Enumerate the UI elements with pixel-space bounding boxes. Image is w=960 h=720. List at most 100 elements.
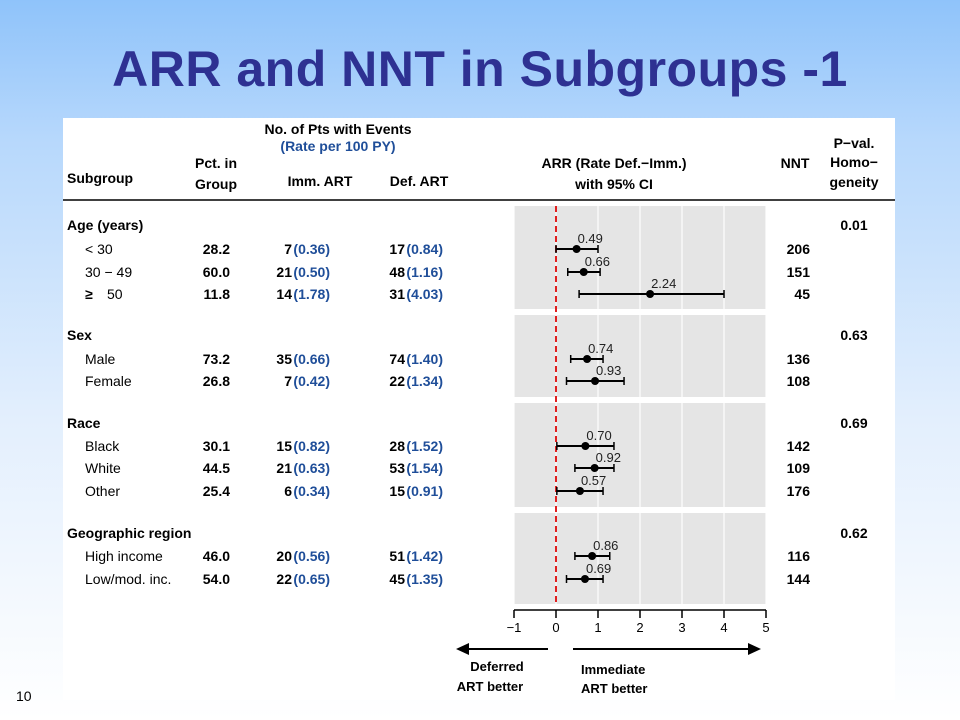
estimate-point [575, 487, 584, 495]
def-count: 48 [389, 264, 405, 280]
row-label: Low/mod. inc. [85, 571, 171, 587]
nnt-value: 151 [787, 264, 811, 280]
nnt-header: NNT [781, 155, 810, 171]
imm-count: 7 [284, 373, 292, 389]
pval-value: 0.62 [840, 525, 867, 541]
pval-header-geneity: geneity [829, 174, 878, 190]
arr-ci-header: with 95% CI [574, 176, 653, 192]
imm-count: 21 [276, 264, 292, 280]
x-tick-label: 1 [594, 620, 601, 635]
imm-art-header: Imm. ART [288, 173, 353, 189]
imm-count: 20 [276, 548, 292, 564]
imm-count: 15 [276, 438, 292, 454]
nnt-value: 206 [787, 241, 811, 257]
def-count: 31 [389, 286, 405, 302]
nnt-value: 142 [787, 438, 811, 454]
group-label: Sex [67, 327, 92, 343]
estimate-label: 0.66 [585, 254, 610, 269]
group-label: Race [67, 415, 101, 431]
x-tick-label: −1 [507, 620, 522, 635]
estimate-point [572, 245, 581, 253]
nnt-value: 136 [787, 351, 811, 367]
def-count: 28 [389, 438, 405, 454]
imm-rate: (0.42) [293, 373, 330, 389]
row-label: White [85, 460, 121, 476]
estimate-label: 0.86 [593, 538, 618, 553]
row-label: Black [85, 438, 120, 454]
estimate-label: 0.93 [596, 363, 621, 378]
pval-header: P−val. [834, 135, 875, 151]
nnt-value: 109 [787, 460, 811, 476]
def-rate: (4.03) [406, 286, 443, 302]
events-rate-header: (Rate per 100 PY) [280, 138, 395, 154]
def-rate: (1.54) [406, 460, 443, 476]
pct-value: 46.0 [203, 548, 230, 564]
pct-value: 25.4 [203, 483, 230, 499]
def-rate: (1.42) [406, 548, 443, 564]
arr-header: ARR (Rate Def.−Imm.) [541, 155, 686, 171]
def-rate: (0.91) [406, 483, 443, 499]
group-label: Age (years) [67, 217, 143, 233]
pval-value: 0.01 [840, 217, 867, 233]
estimate-point [591, 377, 600, 385]
def-rate: (0.84) [406, 241, 443, 257]
pct-value: 26.8 [203, 373, 230, 389]
estimate-label: 0.74 [588, 341, 613, 356]
page-number: 10 [16, 688, 32, 704]
def-count: 45 [389, 571, 405, 587]
def-count: 53 [389, 460, 405, 476]
group-label: Geographic region [67, 525, 191, 541]
pct-value: 28.2 [203, 241, 230, 257]
row-label: 50 [107, 286, 123, 302]
immediate-label-better: ART better [581, 681, 647, 696]
pct-value: 44.5 [203, 460, 230, 476]
imm-rate: (0.65) [293, 571, 330, 587]
x-tick-label: 4 [720, 620, 727, 635]
estimate-point [590, 464, 599, 472]
immediate-arrow-head [748, 643, 761, 655]
pval-value: 0.63 [840, 327, 867, 343]
deferred-arrow-head [456, 643, 469, 655]
def-rate: (1.16) [406, 264, 443, 280]
nnt-value: 144 [787, 571, 811, 587]
imm-count: 22 [276, 571, 292, 587]
estimate-label: 0.49 [578, 231, 603, 246]
imm-count: 35 [276, 351, 292, 367]
estimate-label: 0.70 [586, 428, 611, 443]
def-art-header: Def. ART [390, 173, 449, 189]
pval-header-homo: Homo− [830, 154, 878, 170]
imm-count: 6 [284, 483, 292, 499]
imm-rate: (0.66) [293, 351, 330, 367]
x-tick-label: 2 [636, 620, 643, 635]
estimate-label: 2.24 [651, 276, 676, 291]
imm-rate: (0.56) [293, 548, 330, 564]
imm-rate: (1.78) [293, 286, 330, 302]
row-symbol: ≥ [85, 286, 93, 302]
imm-count: 21 [276, 460, 292, 476]
slide-title: ARR and NNT in Subgroups -1 [112, 41, 848, 97]
deferred-label-better: ART better [457, 679, 523, 694]
def-rate: (1.52) [406, 438, 443, 454]
def-count: 15 [389, 483, 405, 499]
nnt-value: 108 [787, 373, 811, 389]
row-label: Female [85, 373, 132, 389]
pct-value: 54.0 [203, 571, 230, 587]
imm-rate: (0.63) [293, 460, 330, 476]
row-label: 30 − 49 [85, 264, 132, 280]
imm-rate: (0.34) [293, 483, 330, 499]
pct-value: 30.1 [203, 438, 230, 454]
imm-rate: (0.50) [293, 264, 330, 280]
estimate-point [580, 575, 589, 583]
nnt-value: 176 [787, 483, 811, 499]
imm-count: 7 [284, 241, 292, 257]
def-count: 17 [389, 241, 405, 257]
def-count: 74 [389, 351, 405, 367]
imm-rate: (0.82) [293, 438, 330, 454]
def-rate: (1.34) [406, 373, 443, 389]
pct-header-group: Group [195, 176, 237, 192]
row-label: High income [85, 548, 163, 564]
x-tick-label: 3 [678, 620, 685, 635]
forest-plot-panel: No. of Pts with Events (Rate per 100 PY) P… [63, 118, 895, 700]
estimate-point [579, 268, 588, 276]
imm-rate: (0.36) [293, 241, 330, 257]
